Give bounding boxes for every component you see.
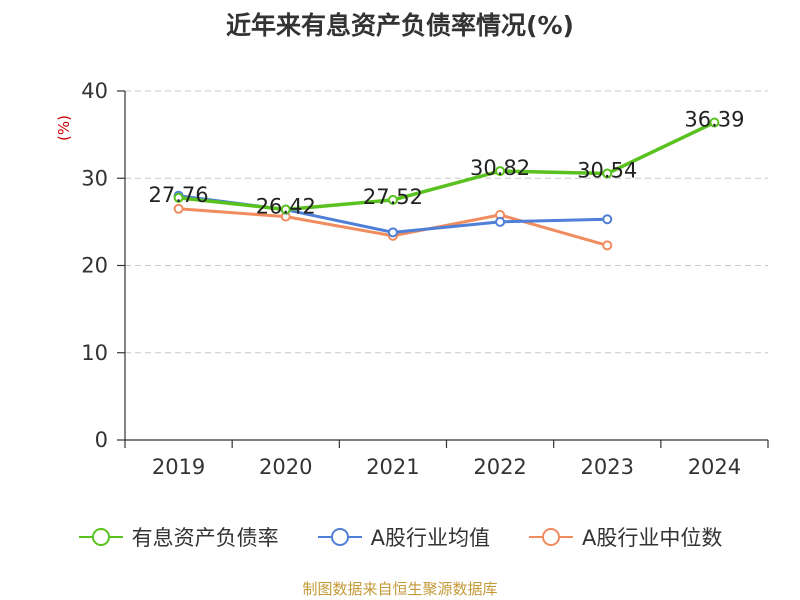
y-tick-label: 20: [81, 254, 108, 278]
y-tick-label: 10: [81, 341, 108, 365]
data-point: [495, 216, 506, 227]
x-tick-label: 2019: [152, 455, 205, 479]
x-tick-label: 2024: [688, 455, 741, 479]
x-tick-label: 2020: [259, 455, 312, 479]
data-label: 30.54: [577, 159, 637, 183]
data-point: [495, 166, 506, 177]
x-tick-label: 2021: [366, 455, 419, 479]
legend-line-marker-icon: [78, 528, 123, 546]
data-point: [173, 192, 184, 203]
legend-label: A股行业中位数: [582, 526, 723, 550]
data-label: 30.82: [470, 156, 530, 180]
y-tick-label: 40: [81, 79, 108, 103]
data-label: 36.39: [684, 107, 744, 131]
data-point: [173, 203, 184, 214]
chart-title: 近年来有息资产负债率情况(%): [226, 11, 574, 40]
data-point: [280, 204, 291, 215]
y-axis-label: (%): [55, 115, 73, 141]
data-point: [602, 240, 613, 251]
data-label: 26.42: [256, 194, 316, 218]
legend-label: 有息资产负债率: [131, 526, 279, 550]
data-label: 27.76: [149, 183, 209, 207]
series-line: [178, 120, 716, 212]
data-point: [387, 194, 398, 205]
data-source-note: 制图数据来自恒生聚源数据库: [302, 580, 498, 598]
legend-label: A股行业均值: [370, 526, 490, 550]
x-tick-label: 2022: [473, 455, 526, 479]
data-label: 27.52: [363, 185, 423, 209]
x-tick-label: 2023: [581, 455, 634, 479]
data-point: [387, 227, 398, 238]
legend-item-industry-median[interactable]: A股行业中位数: [528, 522, 722, 552]
y-tick-label: 30: [81, 166, 108, 190]
legend-item-interest-bearing-debt-ratio[interactable]: 有息资产负债率: [78, 522, 279, 552]
data-point: [709, 117, 720, 128]
legend-line-marker-icon: [317, 528, 362, 546]
data-point: [602, 168, 613, 179]
data-point: [602, 214, 613, 225]
legend-item-industry-mean[interactable]: A股行业均值: [317, 522, 490, 552]
legend-line-marker-icon: [529, 528, 573, 546]
y-tick-label: 0: [95, 428, 108, 452]
legend: 有息资产负债率 A股行业均值 A股行业中位数: [0, 520, 800, 554]
